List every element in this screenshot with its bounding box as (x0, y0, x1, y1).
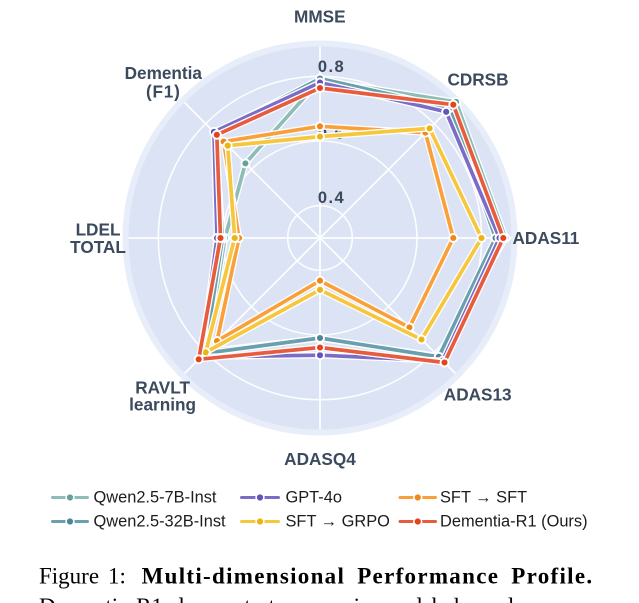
svg-text:ADAS11: ADAS11 (513, 228, 580, 248)
svg-text:Qwen2.5-32B-Inst: Qwen2.5-32B-Inst (94, 513, 227, 531)
svg-text:LDEL: LDEL (76, 220, 121, 240)
svg-text:Dementia-R1 (Ours): Dementia-R1 (Ours) (440, 513, 588, 531)
svg-text:GPT-4o: GPT-4o (286, 489, 342, 507)
svg-text:Dementia: Dementia (125, 63, 203, 83)
svg-text:0.4: 0.4 (318, 189, 345, 207)
svg-text:learning: learning (129, 394, 196, 414)
svg-text:CDRSB: CDRSB (447, 70, 508, 90)
svg-text:0.8: 0.8 (318, 58, 345, 76)
svg-text:MMSE: MMSE (294, 6, 346, 26)
svg-text:Qwen2.5-7B-Inst: Qwen2.5-7B-Inst (94, 489, 217, 507)
svg-text:RAVLT: RAVLT (135, 377, 190, 397)
svg-text:ADASQ4: ADASQ4 (284, 449, 356, 469)
svg-text:SFT → GRPO: SFT → GRPO (286, 513, 390, 531)
svg-text:Dementia-R1 demonstrates super: Dementia-R1 demonstrates superior and ba… (39, 594, 560, 603)
svg-text:(F1): (F1) (146, 81, 181, 101)
svg-text:TOTAL: TOTAL (70, 237, 126, 257)
svg-text:ADAS13: ADAS13 (444, 385, 512, 405)
svg-text:SFT → SFT: SFT → SFT (440, 489, 527, 507)
